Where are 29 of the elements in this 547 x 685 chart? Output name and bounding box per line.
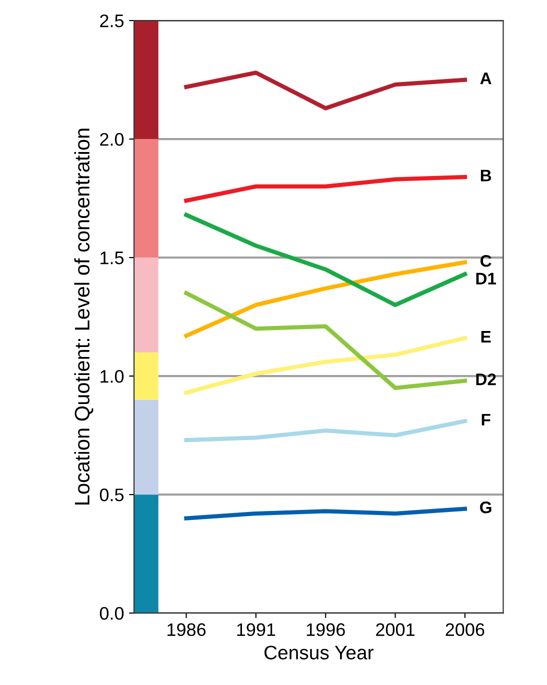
x-tick-label: 1991 (237, 623, 276, 636)
y-axis-title: Location Quotient: Level of concentration (74, 128, 94, 504)
y-tick-label: 0.5 (100, 488, 124, 502)
series-label: D2 (476, 373, 496, 386)
line-series (184, 419, 468, 442)
x-tick-label: 1986 (168, 623, 206, 636)
series-label: D1 (476, 272, 496, 284)
y-tick-label: 2.5 (100, 14, 124, 28)
line-series (184, 70, 468, 110)
series-label: G (480, 501, 492, 514)
series-label: A (480, 72, 492, 84)
line-series (184, 336, 468, 395)
x-tick-label: 1996 (306, 623, 345, 636)
series-label: B (480, 170, 492, 182)
y-tick-label: 0.0 (100, 607, 124, 620)
line-series (184, 260, 468, 338)
x-axis-title: Census Year (264, 646, 374, 660)
series-label: C (480, 254, 492, 267)
y-tick-label: 1.0 (100, 370, 124, 383)
y-tick-label: 2.0 (100, 132, 124, 146)
line-series (184, 212, 468, 308)
series-label: F (482, 414, 490, 426)
y-tick-label: 1.5 (100, 252, 124, 264)
x-tick-label: 2001 (376, 623, 414, 636)
line-series (184, 506, 468, 520)
line-series (184, 291, 468, 390)
x-tick-label: 2006 (446, 623, 484, 636)
line-series (184, 174, 468, 203)
series-label: E (481, 330, 491, 342)
